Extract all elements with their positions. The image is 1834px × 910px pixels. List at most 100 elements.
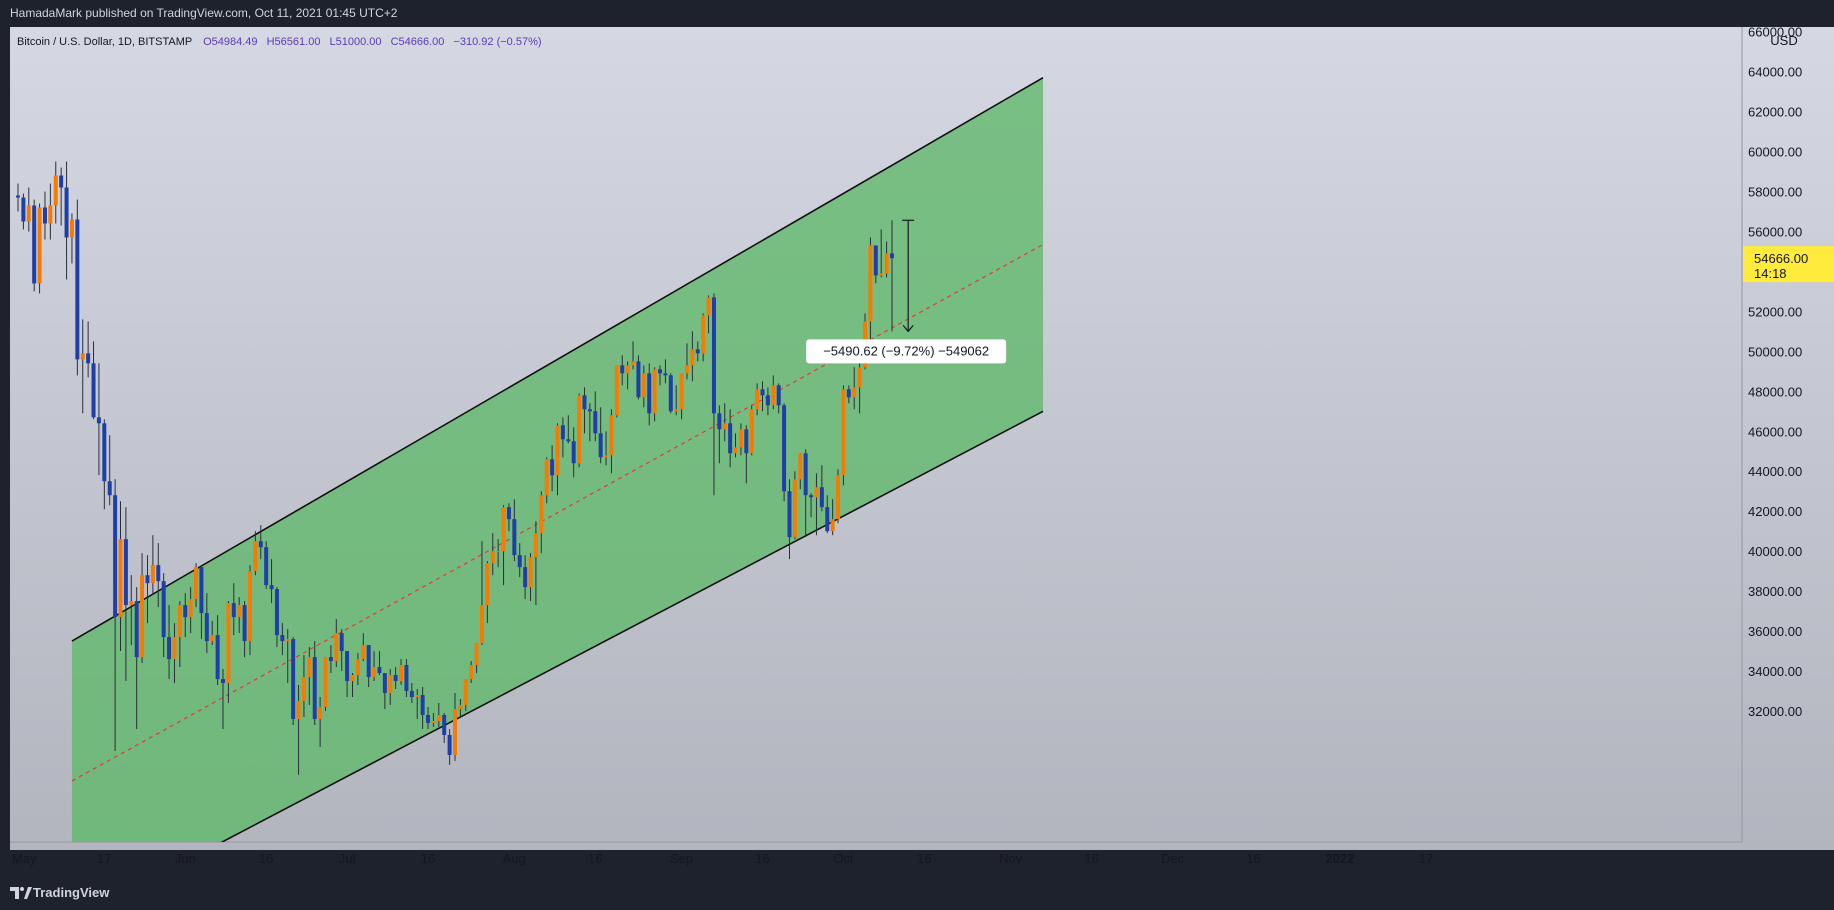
price-tick-label: 62000.00	[1748, 105, 1802, 120]
candle-body	[215, 635, 220, 680]
candle-body	[237, 605, 242, 618]
candle-body	[852, 387, 857, 398]
candle-body	[674, 409, 679, 412]
candle-body	[641, 373, 646, 398]
price-tick-label: 38000.00	[1748, 584, 1802, 599]
channel-upper-line[interactable]	[71, 76, 1044, 642]
candle-body	[604, 455, 609, 458]
candle-body	[399, 665, 404, 682]
time-tick-label: 16	[1246, 851, 1260, 866]
channel-median-line[interactable]	[71, 243, 1044, 782]
candle-body	[291, 639, 296, 719]
candle-body	[96, 417, 101, 424]
candle-body	[199, 567, 204, 614]
candle-body	[825, 507, 830, 532]
candle-body	[792, 479, 797, 538]
candle-body	[32, 205, 37, 284]
time-tick-label: 16	[588, 851, 602, 866]
time-tick-label: 17	[1419, 851, 1433, 866]
candle-body	[345, 651, 350, 682]
price-tick-label: 40000.00	[1748, 544, 1802, 559]
candle-body	[717, 413, 722, 430]
candle-body	[517, 555, 522, 568]
candle-body	[706, 297, 711, 316]
bar-countdown: 14:18	[1754, 266, 1787, 281]
candle-body	[452, 709, 457, 755]
candle-body	[679, 373, 684, 410]
time-tick-label: Jul	[339, 851, 356, 866]
candles-group	[16, 161, 894, 775]
candle-body	[560, 425, 565, 440]
measure-label-box	[806, 339, 1007, 364]
candle-body	[620, 365, 625, 374]
candle-body	[744, 429, 749, 454]
time-tick-label: 17	[97, 851, 111, 866]
candle-body	[728, 423, 733, 454]
candle-body	[404, 665, 409, 692]
candle-body	[339, 633, 344, 652]
time-tick-label: 16	[421, 851, 435, 866]
candle-body	[614, 365, 619, 416]
candle-body	[242, 605, 247, 642]
candle-body	[91, 363, 96, 418]
candle-body	[382, 673, 387, 694]
candle-body	[318, 707, 323, 719]
candle-body	[636, 361, 641, 398]
candle-body	[393, 675, 398, 682]
price-tick-label: 64000.00	[1748, 65, 1802, 80]
candle-body	[150, 565, 155, 584]
candle-body	[231, 603, 236, 618]
candle-body	[350, 675, 355, 682]
candle-body	[420, 695, 425, 715]
candle-body	[733, 447, 738, 454]
candle-body	[550, 459, 555, 476]
candle-body	[415, 695, 420, 698]
candle-body	[884, 253, 889, 274]
candle-body	[830, 519, 835, 532]
candle-body	[258, 541, 263, 548]
footer: TradingView	[0, 877, 1834, 910]
candle-body	[684, 365, 689, 374]
candle-body	[857, 367, 862, 388]
candle-body	[469, 665, 474, 680]
candle-body	[156, 565, 161, 582]
time-tick-label: 16	[259, 851, 273, 866]
candle-body	[210, 635, 215, 642]
candle-body	[372, 667, 377, 678]
price-tick-label: 36000.00	[1748, 624, 1802, 639]
candle-body	[760, 389, 765, 396]
candle-body	[183, 605, 188, 618]
time-tick-label: Oct	[833, 851, 854, 866]
candle-body	[59, 175, 64, 188]
candle-body	[37, 207, 42, 284]
candle-body	[426, 714, 431, 723]
candle-body	[695, 349, 700, 354]
price-chart[interactable]: −5490.62 (−9.72%) −549062 Bitcoin / U.S.…	[0, 27, 1834, 877]
measure-tool[interactable]: −5490.62 (−9.72%) −549062	[806, 219, 1007, 364]
candle-body	[355, 659, 360, 676]
candle-body	[226, 603, 231, 684]
candle-body	[75, 219, 80, 360]
ohlc-legend: Bitcoin / U.S. Dollar, 1D, BITSTAMP O549…	[17, 36, 542, 48]
candle-body	[485, 563, 490, 606]
candle-body	[431, 720, 436, 723]
candle-body	[204, 613, 209, 642]
candle-body	[107, 481, 112, 496]
time-tick-label: 16	[917, 851, 931, 866]
candle-body	[409, 691, 414, 698]
candle-body	[307, 657, 312, 678]
candle-body	[582, 395, 587, 410]
candle-body	[167, 637, 172, 660]
candle-body	[80, 353, 85, 360]
publish-header: HamadaMark published on TradingView.com,…	[0, 0, 1834, 27]
candle-body	[377, 667, 382, 674]
channel-lower-line[interactable]	[72, 410, 1044, 877]
candle-body	[571, 441, 576, 464]
candle-body	[776, 385, 781, 406]
candle-body	[496, 551, 501, 553]
currency-label: USD	[1770, 33, 1797, 48]
candle-body	[523, 567, 528, 588]
candle-body	[140, 575, 145, 658]
chart-area[interactable]: −5490.62 (−9.72%) −549062 Bitcoin / U.S.…	[0, 27, 1834, 877]
price-tick-label: 32000.00	[1748, 704, 1802, 719]
